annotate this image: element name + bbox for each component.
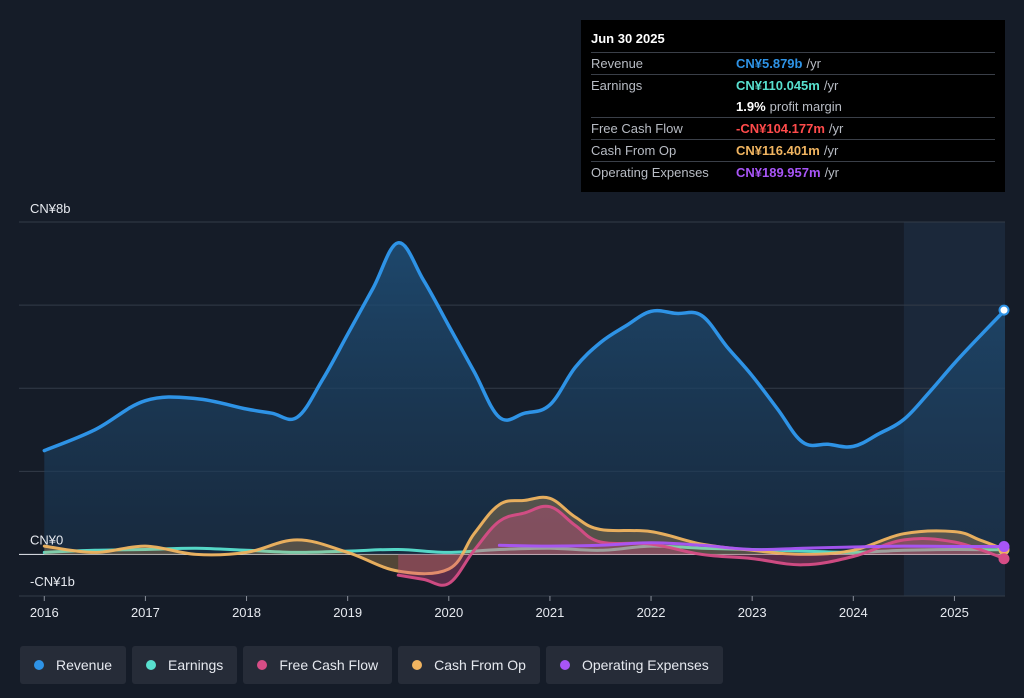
tooltip-row-value: CN¥110.045m — [736, 78, 820, 93]
tooltip-row: Cash From Op CN¥116.401m/yr — [591, 139, 995, 161]
tooltip-row-value: CN¥189.957m — [736, 165, 821, 180]
tooltip-row: Revenue CN¥5.879b/yr — [591, 52, 995, 74]
tooltip-row-value: -CN¥104.177m — [736, 121, 825, 136]
tooltip-row-label: Earnings — [591, 78, 643, 93]
legend-item[interactable]: Revenue — [20, 646, 127, 684]
legend-label: Cash From Op — [434, 657, 526, 673]
tooltip-row-label: Cash From Op — [591, 143, 677, 158]
cfo-area — [44, 497, 1005, 574]
series-endpoints — [998, 304, 1010, 565]
tooltip-row-unit: /yr — [823, 143, 839, 158]
tooltip-row: Free Cash Flow -CN¥104.177m/yr — [591, 117, 995, 139]
tooltip-row: Operating Expenses CN¥189.957m/yr — [591, 161, 995, 183]
opex-endpoint — [998, 541, 1010, 553]
x-tick-label: 2020 — [434, 605, 463, 620]
x-tick-label: 2025 — [940, 605, 969, 620]
tooltip-row-value: CN¥5.879b — [736, 56, 803, 71]
legend-label: Revenue — [56, 657, 113, 673]
chart-area: CN¥8b CN¥0 -CN¥1b 2016 2017 2018 2019 2020 2021… — [19, 201, 1010, 620]
tooltip-row-unit: /yr — [824, 165, 840, 180]
tooltip-row-unit: /yr — [806, 56, 821, 71]
legend-dot-icon — [559, 660, 570, 670]
fcf-endpoint — [998, 553, 1010, 565]
tooltip-rows: Revenue CN¥5.879b/yr Earnings CN¥110.045m/y… — [591, 52, 995, 183]
x-tick-label: 2019 — [333, 605, 362, 620]
tooltip-row-label: Free Cash Flow — [591, 121, 683, 136]
fcf-line — [396, 504, 1005, 587]
x-tick-label: 2017 — [131, 605, 160, 620]
x-tick-label: 2021 — [535, 605, 564, 620]
cfo-line — [42, 495, 1005, 576]
x-tick-label: 2024 — [839, 605, 868, 620]
legend-label: Earnings — [168, 657, 224, 673]
revenue-area — [44, 242, 1005, 555]
series-layer — [42, 241, 1005, 587]
legend-dot-icon — [34, 660, 44, 670]
tooltip-row-label — [591, 96, 736, 117]
revenue-line — [42, 241, 1005, 453]
legend-item[interactable]: Earnings — [132, 646, 238, 684]
legend-label: Operating Expenses — [581, 657, 709, 673]
tooltip-panel: Jun 30 2025 Revenue CN¥5.879b/yr Earnings C… — [581, 20, 1005, 192]
legend-item[interactable]: Free Cash Flow — [243, 646, 393, 684]
opex-line — [497, 541, 1005, 552]
x-tick-label: 2022 — [637, 605, 666, 620]
tooltip-date: Jun 30 2025 — [591, 31, 665, 46]
legend-item[interactable]: Operating Expenses — [545, 646, 723, 684]
tooltip-row-value: CN¥116.401m — [736, 143, 820, 158]
legend: Revenue Earnings Free Cash Flow Cash From O… — [20, 646, 723, 684]
tooltip-row-unit: /yr — [823, 78, 839, 93]
tooltip-row: 1.9% profit margin — [591, 96, 995, 117]
y-tick-label: CN¥0 — [30, 532, 63, 547]
legend-dot-icon — [146, 660, 157, 670]
legend-item[interactable]: Cash From Op — [398, 646, 540, 684]
y-axis-labels: CN¥8b CN¥0 -CN¥1b — [30, 201, 75, 589]
tooltip-row-label: Operating Expenses — [591, 165, 709, 180]
legend-label: Free Cash Flow — [279, 657, 379, 673]
x-tick-label: 2023 — [738, 605, 767, 620]
fcf-area — [398, 506, 1005, 586]
legend-dot-icon — [412, 660, 423, 670]
y-tick-label: CN¥8b — [30, 201, 70, 216]
revenue-endpoint — [998, 304, 1010, 316]
y-tick-label: -CN¥1b — [30, 574, 75, 589]
tooltip-row-label: Revenue — [591, 56, 644, 71]
x-tick-label: 2018 — [232, 605, 261, 620]
legend-dot-icon — [257, 660, 268, 670]
x-tick-label: 2016 — [30, 605, 59, 620]
tooltip-row: Earnings CN¥110.045m/yr — [591, 74, 995, 96]
tooltip-row-value: 1.9% — [736, 99, 766, 114]
tooltip-row-unit: profit margin — [769, 99, 842, 114]
x-axis-labels: 2016 2017 2018 2019 2020 2021 2022 2023 2024 2025 — [30, 596, 969, 620]
tooltip-row-unit: /yr — [828, 121, 844, 136]
